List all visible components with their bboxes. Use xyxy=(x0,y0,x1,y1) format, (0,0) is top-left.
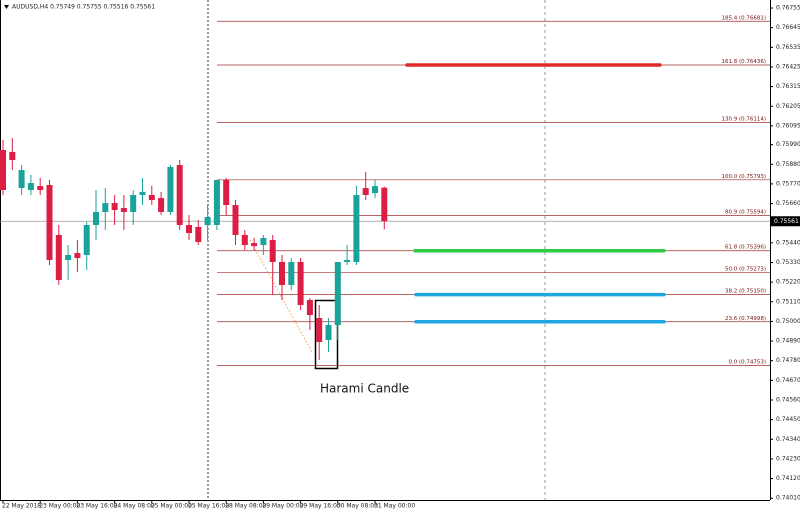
fib-label: 100.0 (0.75793) xyxy=(721,174,766,180)
candle-body xyxy=(362,188,369,195)
y-tick-label: 0.74010 xyxy=(776,495,800,502)
y-tick-label: 0.75990 xyxy=(776,141,800,148)
candle-body xyxy=(251,243,258,247)
fib-label: 0.0 (0.74753) xyxy=(728,360,766,366)
candle-body xyxy=(139,191,146,195)
candle-body xyxy=(297,261,304,305)
candle-body xyxy=(186,225,192,234)
y-tick-label: 0.74340 xyxy=(776,436,800,443)
y-tick-label: 0.75440 xyxy=(776,239,800,246)
y-tick-label: 0.76755 xyxy=(776,5,800,12)
fib-label: 38.2 (0.75150) xyxy=(725,289,766,295)
y-tick-label: 0.75330 xyxy=(776,259,800,266)
candle-body xyxy=(148,195,155,200)
candle-body xyxy=(0,150,6,190)
x-tick-label: 24 May 08:00 xyxy=(114,503,155,510)
plot: 0.76755 0.76645 0.76535 0.76425 0.76315 0.762… xyxy=(0,5,800,510)
candle-body xyxy=(93,211,99,225)
y-tick-label: 0.75880 xyxy=(776,161,800,168)
y-tick-label: 0.75660 xyxy=(776,200,800,207)
y-tick-label: 0.74230 xyxy=(776,455,800,462)
x-tick-label: 28 May 08:00 xyxy=(225,503,266,510)
candle-body xyxy=(83,225,90,255)
x-tick-label: 29 May 00:00 xyxy=(262,503,303,510)
x-tick-label: 30 May 08:00 xyxy=(337,503,378,510)
candle-body xyxy=(158,198,165,212)
x-tick-label: 23 May 16:00 xyxy=(76,503,117,510)
candle-body xyxy=(353,195,360,262)
x-tick-label: 29 May 16:00 xyxy=(300,503,341,510)
chart-title: AUDUSD,H4 0.75749 0.75755 0.75516 0.7556… xyxy=(12,4,155,11)
candle-body xyxy=(279,261,285,285)
fib-label: 185.4 (0.76681) xyxy=(721,15,766,21)
candle-body xyxy=(27,183,34,190)
candle-body xyxy=(306,300,313,315)
candle-body xyxy=(195,226,202,242)
candle-body xyxy=(46,185,53,260)
candle-body xyxy=(316,318,323,342)
y-tick-label: 0.76315 xyxy=(776,83,800,90)
fib-label: 161.8 (0.76436) xyxy=(721,59,766,65)
y-tick-label: 0.75770 xyxy=(776,180,800,187)
y-tick-label: 0.76425 xyxy=(776,63,800,70)
y-tick-label: 0.75220 xyxy=(776,279,800,286)
fib-label: 50.0 (0.75273) xyxy=(725,267,766,273)
x-tick-label: 25 May 00:00 xyxy=(151,503,192,510)
candle-body xyxy=(232,205,239,235)
y-tick-label: 0.76205 xyxy=(776,103,800,110)
y-tick-label: 0.75000 xyxy=(776,318,800,325)
y-tick-label: 0.74780 xyxy=(776,357,800,364)
candle-body xyxy=(167,166,174,212)
x-tick-label: 25 May 16:00 xyxy=(188,503,229,510)
candle-body xyxy=(111,203,118,210)
y-tick-label: 0.74120 xyxy=(776,475,800,482)
candle-body xyxy=(241,235,248,245)
candle-body xyxy=(65,255,72,260)
y-tick-label: 0.76645 xyxy=(776,24,800,31)
candle-body xyxy=(204,216,211,225)
x-tick-label: 31 May 00:00 xyxy=(374,503,415,510)
annotation: Harami Candle xyxy=(320,382,409,396)
fib-label: 80.9 (0.75594) xyxy=(725,209,766,215)
y-tick-label: 0.74560 xyxy=(776,397,800,404)
candle-body xyxy=(334,261,341,325)
y-tick-label: 0.76095 xyxy=(776,122,800,129)
y-tick-label: 0.76535 xyxy=(776,44,800,51)
candle-body xyxy=(130,195,137,212)
x-tick-label: 23 May 00:00 xyxy=(39,503,80,510)
candle-body xyxy=(176,165,183,225)
y-tick-label: 0.75110 xyxy=(776,298,800,305)
x-tick-label: 22 May 2018 xyxy=(2,503,41,510)
candle-body xyxy=(18,170,25,189)
candle-body xyxy=(74,253,81,259)
candle-body xyxy=(381,187,388,222)
candle-body xyxy=(325,325,332,340)
candle-body xyxy=(120,208,127,212)
candle-body xyxy=(37,186,44,190)
candle-body xyxy=(223,180,230,205)
fib-trend-line xyxy=(249,239,313,353)
candle-body xyxy=(55,235,62,280)
fib-label: 61.8 (0.75396) xyxy=(725,245,766,251)
fib-label: 23.6 (0.74998) xyxy=(725,316,766,322)
price-label-bg xyxy=(771,216,800,227)
candle-body xyxy=(9,151,16,160)
y-tick-label: 0.74670 xyxy=(776,377,800,384)
menu-triangle[interactable] xyxy=(4,5,9,9)
candle-body xyxy=(260,238,267,245)
candle-body xyxy=(288,261,295,285)
y-tick-label: 0.74890 xyxy=(776,338,800,345)
candle-body xyxy=(213,180,220,225)
y-tick-label: 0.74450 xyxy=(776,416,800,423)
candle-body xyxy=(102,203,109,212)
candle-body xyxy=(372,186,378,194)
candle-body xyxy=(269,240,276,262)
candle-body xyxy=(344,260,351,262)
price-label: 0.75561 xyxy=(774,218,799,225)
fib-label: 130.9 (0.76114) xyxy=(721,117,766,123)
